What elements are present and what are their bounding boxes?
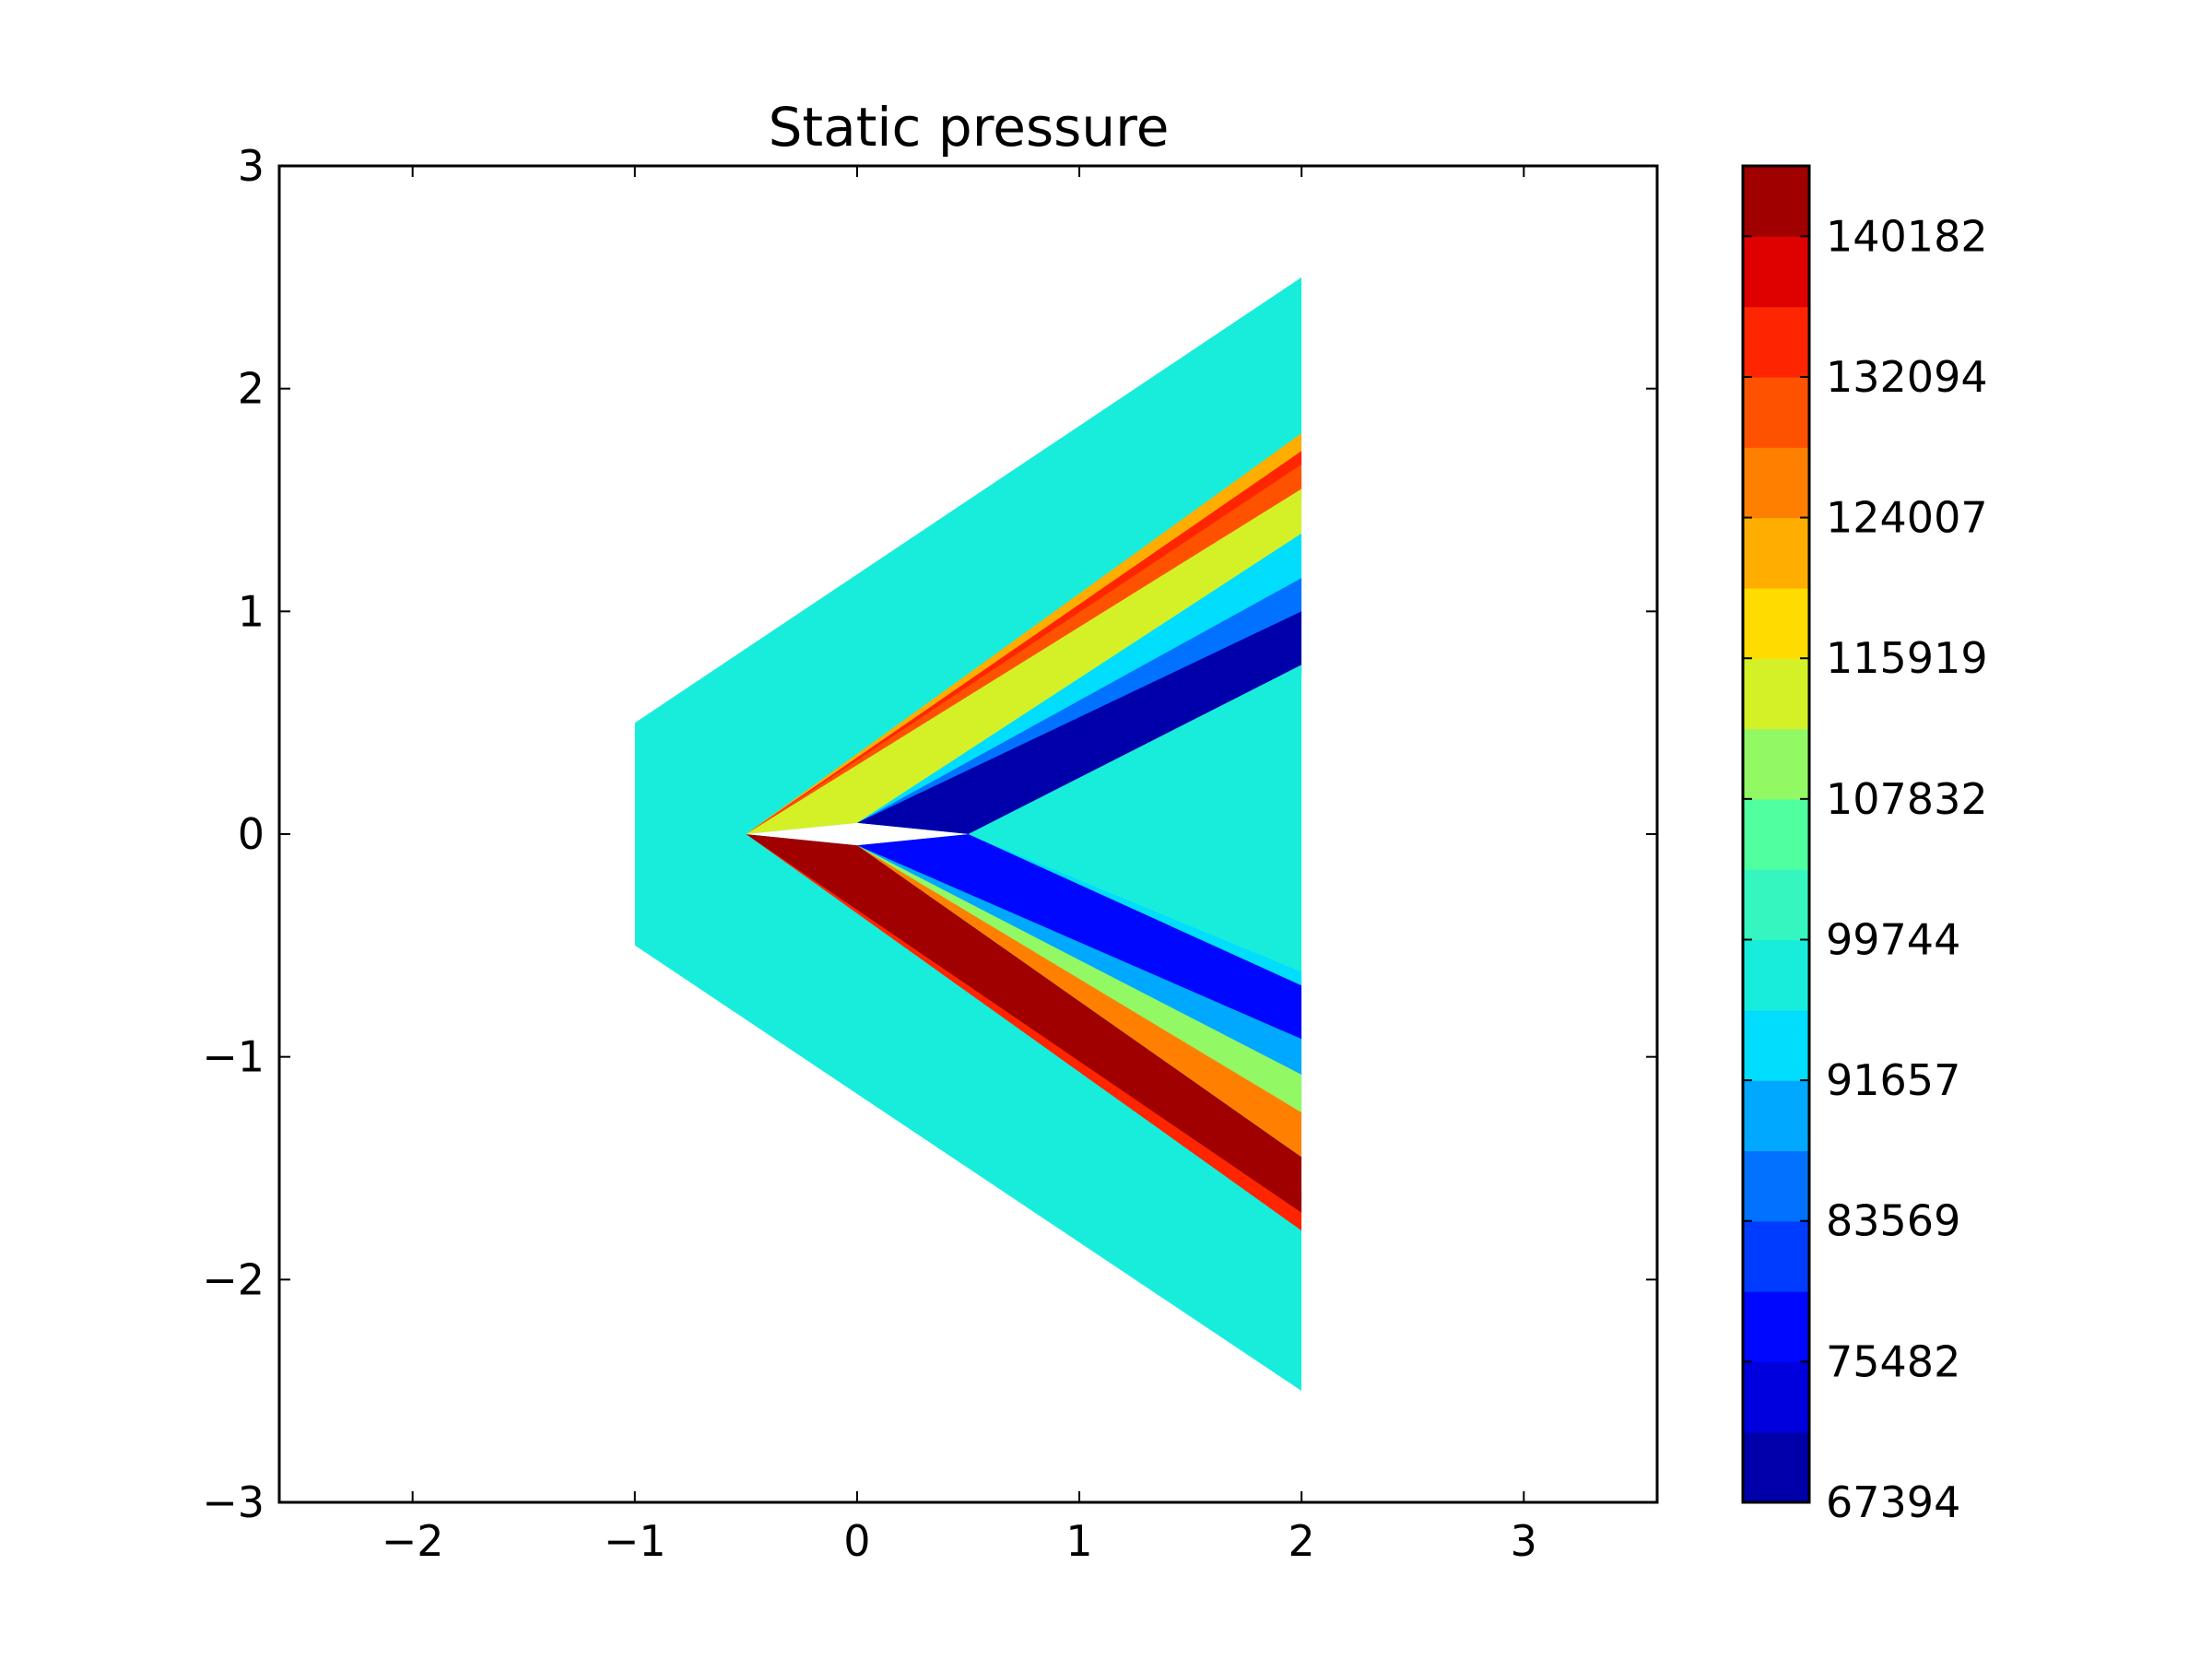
contour-region-lower-post-shock	[856, 845, 1302, 1158]
colorbar-band	[1743, 1431, 1809, 1503]
colorbar-band	[1743, 728, 1809, 800]
y-tick-label: 1	[238, 586, 265, 636]
colorbar-band	[1743, 1009, 1809, 1081]
colorbar-band	[1743, 1080, 1809, 1152]
y-tick-label: 0	[238, 809, 265, 859]
y-tick-label: −2	[202, 1254, 265, 1304]
colorbar-tick-label: 124007	[1826, 493, 1988, 543]
x-tick-label: 2	[1288, 1516, 1315, 1566]
plot-area	[634, 276, 1302, 1392]
colorbar-tick-label: 107832	[1826, 774, 1988, 824]
colorbar: 67394 75482 83569 91657 99744 107832 115919 124…	[1741, 164, 1988, 1527]
chart-title: Static pressure	[769, 96, 1170, 159]
colorbar-band	[1743, 1361, 1809, 1433]
colorbar-band	[1743, 236, 1809, 308]
x-tick-label: −1	[604, 1516, 666, 1566]
colorbar-band	[1743, 1220, 1809, 1292]
x-tick-label: 0	[843, 1516, 870, 1566]
colorbar-tick-label: 115919	[1826, 633, 1988, 683]
colorbar-band	[1743, 376, 1809, 448]
colorbar-band	[1743, 798, 1809, 870]
y-tick-label: −1	[202, 1032, 265, 1082]
contour-region-lower-shock-outer	[746, 834, 1302, 1231]
colorbar-tick-label: 91657	[1826, 1055, 1960, 1105]
colorbar-band	[1743, 658, 1809, 730]
colorbar-band	[1743, 517, 1809, 589]
contour-region-upper-shock-edge	[746, 451, 1302, 834]
contour-region-upper-recompression	[968, 665, 1302, 834]
pressure-field	[634, 276, 1302, 1392]
contour-region-lower-expansion-mid	[856, 845, 1302, 1113]
airfoil-layer	[746, 822, 969, 846]
x-tick-label: 1	[1065, 1516, 1092, 1566]
colorbar-band	[1743, 447, 1809, 519]
airfoil-shape	[746, 822, 969, 846]
contour-region-upper-expansion-start	[746, 488, 1302, 834]
contour-region-lower-shock-core	[746, 834, 1302, 1213]
y-axis: −3 −2 −1 0 1 2 3	[202, 141, 1657, 1527]
colorbar-tick-label: 67394	[1826, 1477, 1960, 1527]
contour-region-upper-shock-outer	[746, 433, 1302, 834]
colorbar-band	[1743, 587, 1809, 659]
x-axis: −2 −1 0 1 2 3	[382, 166, 1537, 1566]
x-tick-label: 3	[1511, 1516, 1537, 1566]
colorbar-tick-label: 75482	[1826, 1336, 1960, 1386]
contour-region-upper-expansion-low	[856, 578, 1302, 823]
y-tick-label: 3	[238, 141, 265, 191]
colorbar-band	[1743, 1291, 1809, 1362]
colorbar-tick-label: 99744	[1826, 914, 1960, 964]
colorbar-tick-label: 140182	[1826, 211, 1988, 261]
y-tick-label: 2	[238, 364, 265, 414]
colorbar-tick-label: 132094	[1826, 352, 1988, 402]
colorbar-tick-label: 83569	[1826, 1196, 1960, 1246]
contour-region-lower-recompression	[968, 834, 1302, 986]
colorbar-band	[1743, 1150, 1809, 1222]
x-tick-label: −2	[382, 1516, 444, 1566]
contour-region-upper-expansion-core	[856, 611, 1302, 834]
contour-region-lower-expansion-low	[856, 845, 1302, 1075]
contour-region-lower-expansion-core	[856, 834, 1302, 1040]
colorbar-band	[1743, 166, 1809, 237]
colorbar-band	[1743, 869, 1809, 941]
y-tick-label: −3	[202, 1477, 265, 1527]
colorbar-band	[1743, 306, 1809, 378]
colorbar-band	[1743, 939, 1809, 1011]
contour-region-upper-expansion-mid	[856, 533, 1302, 823]
colorbar-frame	[1741, 164, 1811, 1504]
